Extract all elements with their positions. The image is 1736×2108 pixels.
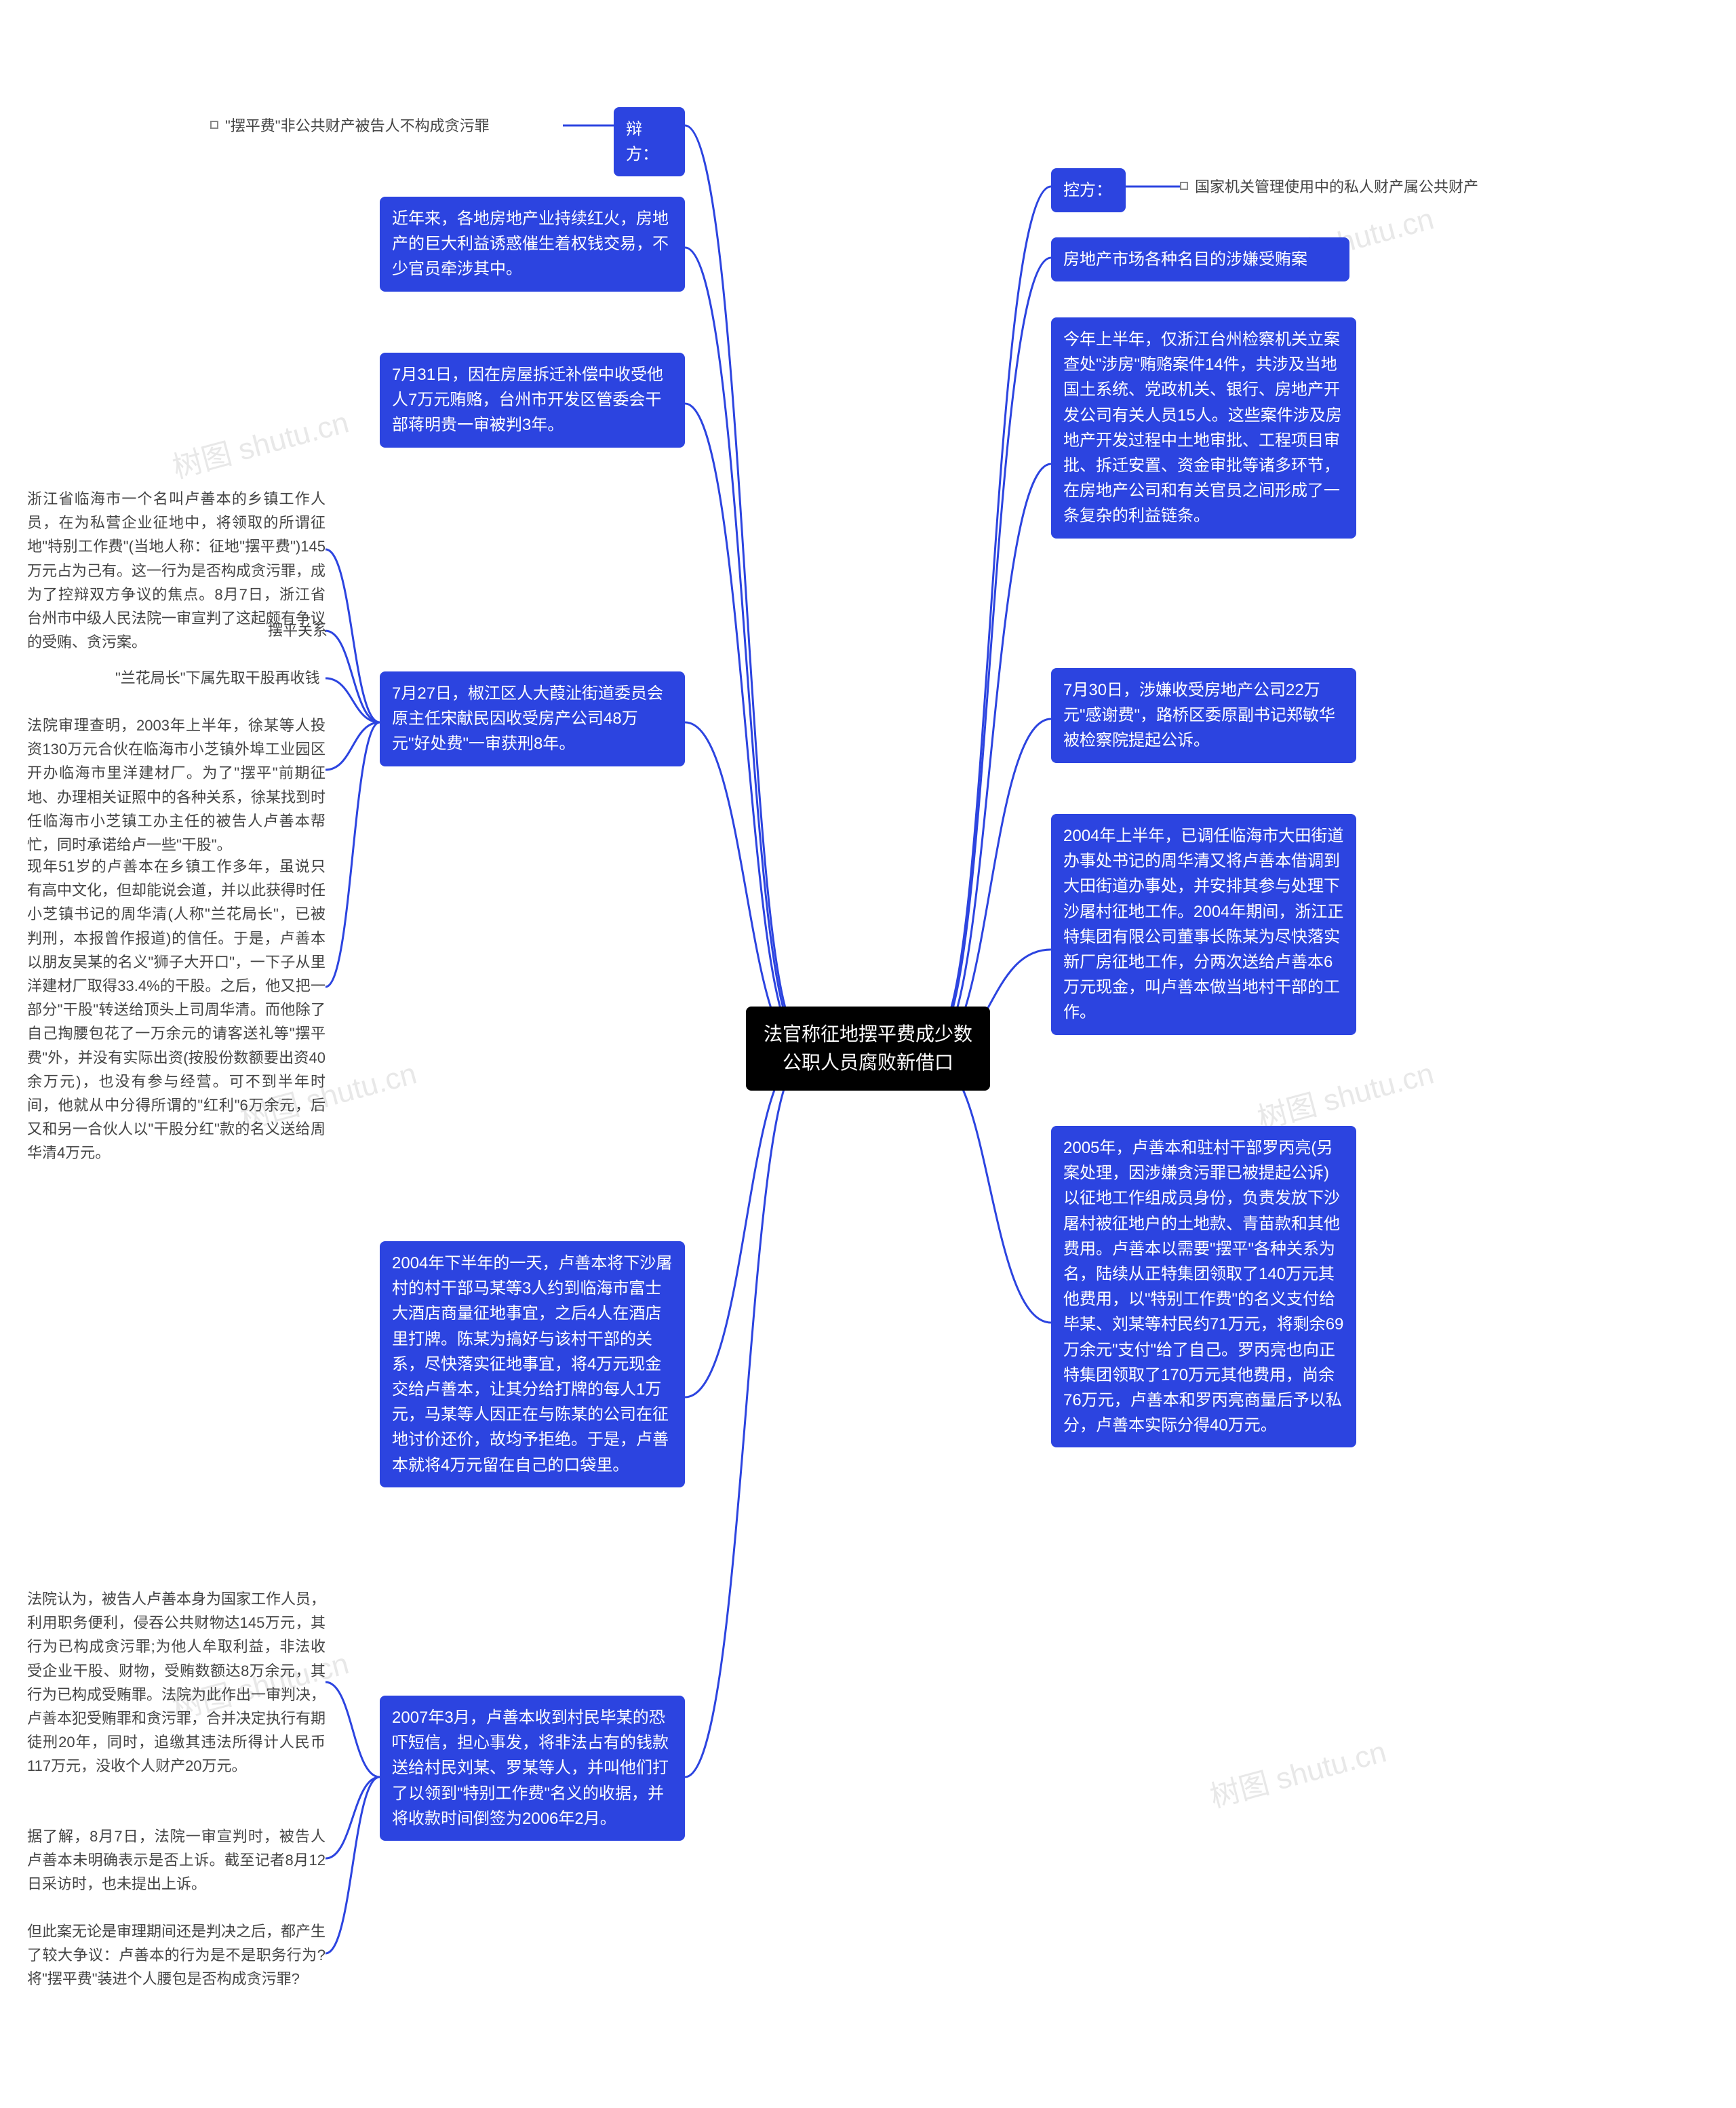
intro-text: 近年来，各地房地产业持续红火，房地产的巨大利益诱惑催生着权钱交易，不少官员牵涉其… (392, 210, 669, 278)
firsthalf-text: 今年上半年，仅浙江台州检察机关立案查处"涉房"贿赂案件14件，共涉及当地国土系统… (1063, 330, 1342, 525)
jul27-leaf-2: 摆平关系 (268, 619, 329, 642)
defense-label: 辩方： (626, 120, 658, 163)
prosecution-leaf: 国家机关管理使用中的私人财产属公共财产 (1180, 175, 1533, 199)
prosecution-label: 控方： (1063, 181, 1112, 199)
mar07-leaf-2: 据了解，8月7日，法院一审宣判时，被告人卢善本未明确表示是否上诉。截至记者8月1… (27, 1824, 326, 1896)
root-text: 法官称征地摆平费成少数 公职人员腐败新借口 (764, 1023, 972, 1073)
y2004-node: 2004年上半年，已调任临海市大田街道办事处书记的周华清又将卢善本借调到大田街道… (1051, 814, 1356, 1035)
watermark: 树图 shutu.cn (1252, 1049, 1438, 1138)
y2005-text: 2005年，卢善本和驻村干部罗丙亮(另案处理，因涉嫌贪污罪已被提起公诉)以征地工… (1063, 1139, 1343, 1434)
jul30-node: 7月30日，涉嫌收受房地产公司22万元"感谢费"，路桥区委原副书记郑敏华被检察院… (1051, 668, 1356, 763)
prosecution-node: 控方： (1051, 168, 1126, 212)
market-node: 房地产市场各种名目的涉嫌受贿案 (1051, 237, 1349, 281)
y2004-text: 2004年上半年，已调任临海市大田街道办事处书记的周华清又将卢善本借调到大田街道… (1063, 827, 1343, 1021)
jul31-text: 7月31日，因在房屋拆迁补偿中收受他人7万元贿赂，台州市开发区管委会干部蒋明贵一… (392, 366, 663, 434)
prosecution-leaf-text: 国家机关管理使用中的私人财产属公共财产 (1195, 175, 1478, 199)
root-node: 法官称征地摆平费成少数 公职人员腐败新借口 (746, 1007, 990, 1091)
defense-leaf: "摆平费"非公共财产被告人不构成贪污罪 (210, 114, 563, 138)
intro-node: 近年来，各地房地产业持续红火，房地产的巨大利益诱惑催生着权钱交易，不少官员牵涉其… (380, 197, 685, 292)
defense-leaf-text: "摆平费"非公共财产被告人不构成贪污罪 (225, 114, 490, 138)
late2004-text: 2004年下半年的一天，卢善本将下沙屠村的村干部马某等3人约到临海市富士大酒店商… (392, 1254, 672, 1475)
jul27-leaf-3: "兰花局长"下属先取干股再收钱 (115, 666, 332, 690)
bullet-icon (1180, 182, 1188, 190)
jul30-text: 7月30日，涉嫌收受房地产公司22万元"感谢费"，路桥区委原副书记郑敏华被检察院… (1063, 681, 1335, 749)
watermark: 树图 shutu.cn (1204, 1728, 1390, 1816)
mar2007-text: 2007年3月，卢善本收到村民毕某的恐吓短信，担心事发，将非法占有的钱款送给村民… (392, 1709, 669, 1828)
mar2007-node: 2007年3月，卢善本收到村民毕某的恐吓短信，担心事发，将非法占有的钱款送给村民… (380, 1696, 685, 1841)
mar07-leaf-3: 但此案无论是审理期间还是判决之后，都产生了较大争议：卢善本的行为是不是职务行为?… (27, 1919, 326, 1991)
jul27-node: 7月27日，椒江区人大葭沚街道委员会原主任宋献民因收受房产公司48万元"好处费"… (380, 671, 685, 766)
jul31-node: 7月31日，因在房屋拆迁补偿中收受他人7万元贿赂，台州市开发区管委会干部蒋明贵一… (380, 353, 685, 448)
bullet-icon (210, 121, 218, 129)
jul27-leaf-4: 法院审理查明，2003年上半年，徐某等人投资130万元合伙在临海市小芝镇外埠工业… (27, 714, 326, 857)
market-text: 房地产市场各种名目的涉嫌受贿案 (1063, 250, 1307, 269)
watermark: 树图 shutu.cn (167, 398, 353, 487)
defense-node: 辩方： (614, 107, 685, 176)
firsthalf-node: 今年上半年，仅浙江台州检察机关立案查处"涉房"贿赂案件14件，共涉及当地国土系统… (1051, 317, 1356, 539)
late2004-node: 2004年下半年的一天，卢善本将下沙屠村的村干部马某等3人约到临海市富士大酒店商… (380, 1241, 685, 1487)
y2005-node: 2005年，卢善本和驻村干部罗丙亮(另案处理，因涉嫌贪污罪已被提起公诉)以征地工… (1051, 1126, 1356, 1447)
jul27-text: 7月27日，椒江区人大葭沚街道委员会原主任宋献民因收受房产公司48万元"好处费"… (392, 684, 663, 753)
mar07-leaf-1: 法院认为，被告人卢善本身为国家工作人员，利用职务便利，侵吞公共财物达145万元，… (27, 1587, 326, 1778)
jul27-leaf-5: 现年51岁的卢善本在乡镇工作多年，虽说只有高中文化，但却能说会道，并以此获得时任… (27, 855, 326, 1165)
